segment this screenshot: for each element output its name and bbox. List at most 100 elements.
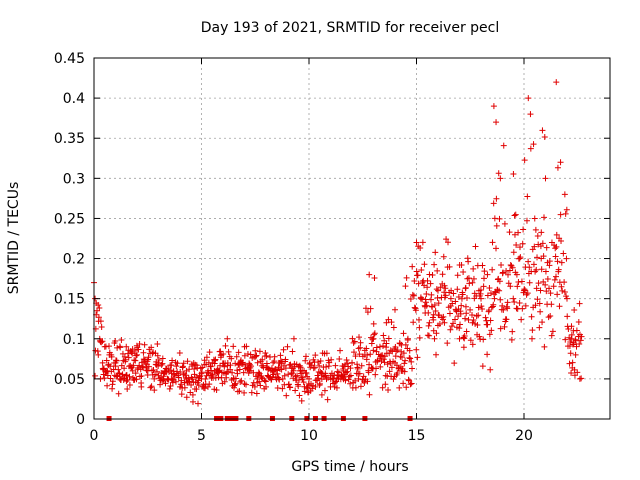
data-point [465, 258, 472, 265]
data-point [573, 327, 580, 334]
data-point [153, 368, 160, 375]
data-point [297, 364, 304, 371]
data-point [455, 293, 462, 300]
data-point [376, 343, 383, 350]
data-point [177, 368, 184, 375]
data-point [186, 366, 193, 373]
plot-frame [93, 57, 611, 420]
data-point [442, 292, 449, 299]
data-point [484, 271, 491, 278]
data-point [106, 343, 113, 350]
data-point [366, 361, 373, 368]
data-point [431, 261, 438, 268]
data-point [148, 367, 155, 374]
data-point [235, 349, 242, 356]
data-point [554, 291, 561, 298]
data-point [479, 262, 486, 269]
data-point [493, 245, 500, 252]
data-point [518, 278, 525, 285]
data-point [385, 335, 392, 342]
data-point [506, 267, 513, 274]
chart-title: Day 193 of 2021, SRMTID for receiver pec… [201, 20, 500, 36]
data-point [441, 282, 448, 289]
data-point [184, 358, 191, 365]
data-point [178, 377, 185, 384]
data-point [419, 279, 426, 286]
data-point [439, 271, 446, 278]
data-point [369, 336, 376, 343]
data-point [227, 362, 234, 369]
data-point [426, 271, 433, 278]
data-point [96, 304, 103, 311]
data-point [250, 369, 257, 376]
data-point [478, 303, 485, 310]
data-point [290, 367, 297, 374]
data-point [541, 134, 548, 141]
data-point [473, 313, 480, 320]
data-point [437, 284, 444, 291]
data-point [543, 244, 550, 251]
data-point [315, 375, 322, 382]
data-point [385, 387, 392, 394]
data-point [126, 373, 133, 380]
data-point [460, 269, 467, 276]
data-point [138, 379, 145, 386]
data-point [213, 386, 220, 393]
data-point [240, 369, 247, 376]
data-point [285, 381, 292, 388]
data-point [558, 238, 565, 245]
data-point [287, 361, 294, 368]
data-point [106, 349, 113, 356]
data-point [181, 384, 188, 391]
data-point [505, 280, 512, 287]
data-point [562, 210, 569, 217]
data-point [527, 111, 534, 118]
data-point [367, 305, 374, 312]
data-point [154, 341, 161, 348]
data-point [514, 283, 521, 290]
data-point [443, 236, 450, 243]
data-point [567, 350, 574, 357]
data-point [145, 363, 152, 370]
data-point [352, 384, 359, 391]
data-point [497, 325, 504, 332]
data-point [414, 354, 421, 361]
data-point [112, 363, 119, 370]
data-point [387, 360, 394, 367]
data-point [380, 343, 387, 350]
data-point [510, 170, 517, 177]
data-point [95, 351, 102, 358]
data-point [255, 369, 262, 376]
data-point [349, 359, 356, 366]
data-point [480, 336, 487, 343]
data-point [500, 142, 507, 149]
data-point [232, 375, 239, 382]
data-point [551, 276, 558, 283]
data-point [526, 279, 533, 286]
data-point [550, 283, 557, 290]
data-point [287, 384, 294, 391]
data-point [167, 383, 174, 390]
data-point [457, 321, 464, 328]
data-point [398, 354, 405, 361]
data-point [466, 280, 473, 287]
data-point [361, 379, 368, 386]
data-point [175, 374, 182, 381]
data-point [382, 381, 389, 388]
data-point [521, 157, 528, 164]
data-point [568, 323, 575, 330]
data-point [445, 239, 452, 246]
data-point [363, 345, 370, 352]
data-point [256, 348, 263, 355]
data-point [543, 288, 550, 295]
data-point [222, 342, 229, 349]
data-point [300, 379, 307, 386]
data-point [169, 357, 176, 364]
data-point [563, 293, 570, 300]
data-point [158, 369, 165, 376]
data-point [135, 346, 142, 353]
data-point [312, 352, 319, 359]
data-point [406, 347, 413, 354]
data-point [388, 319, 395, 326]
data-point [545, 314, 552, 321]
